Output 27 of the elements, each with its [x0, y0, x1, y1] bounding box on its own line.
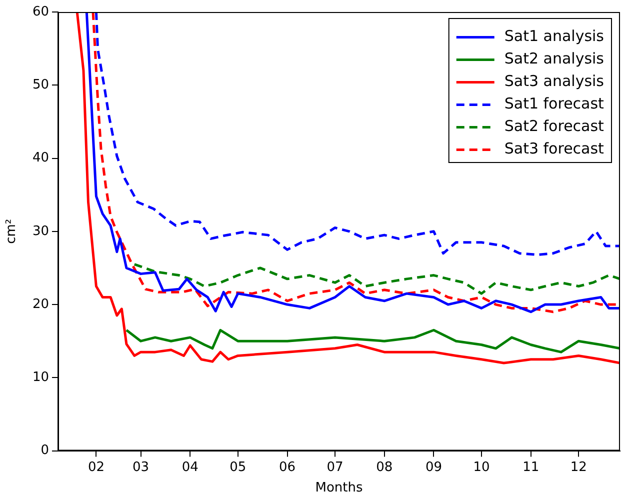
legend-label: Sat3 forecast	[504, 140, 604, 158]
x-tick-label: 08	[376, 460, 393, 475]
y-tick-label: 60	[32, 4, 49, 20]
legend-label: Sat1 analysis	[504, 27, 604, 46]
x-tick-label: 12	[570, 460, 587, 475]
x-tick-label: 07	[326, 460, 344, 475]
x-axis-title: Months	[315, 480, 363, 496]
x-tick-label: 04	[182, 460, 198, 475]
y-tick-label: 20	[32, 296, 49, 312]
x-tick-label: 03	[132, 460, 150, 475]
x-tick-label: 06	[278, 460, 296, 475]
y-axis-title: cm²	[4, 218, 20, 244]
legend-label: Sat2 analysis	[504, 50, 604, 68]
x-tick-label: 05	[230, 460, 246, 475]
y-tick-label: 50	[32, 78, 49, 93]
y-tick-label: 10	[32, 370, 49, 386]
x-tick-label: 11	[522, 460, 540, 475]
x-tick-label: 10	[473, 460, 490, 475]
legend-label: Sat3 analysis	[504, 72, 604, 90]
y-tick-label: 0	[40, 443, 49, 458]
y-tick-label: 30	[32, 224, 49, 239]
y-tick-label: 40	[32, 150, 49, 166]
line-series	[94, 12, 620, 256]
legend-label: Sat1 forecast	[504, 94, 604, 113]
legend-label: Sat2 forecast	[504, 117, 604, 136]
x-tick-label: 09	[425, 460, 442, 475]
x-tick-label: 02	[88, 460, 104, 475]
